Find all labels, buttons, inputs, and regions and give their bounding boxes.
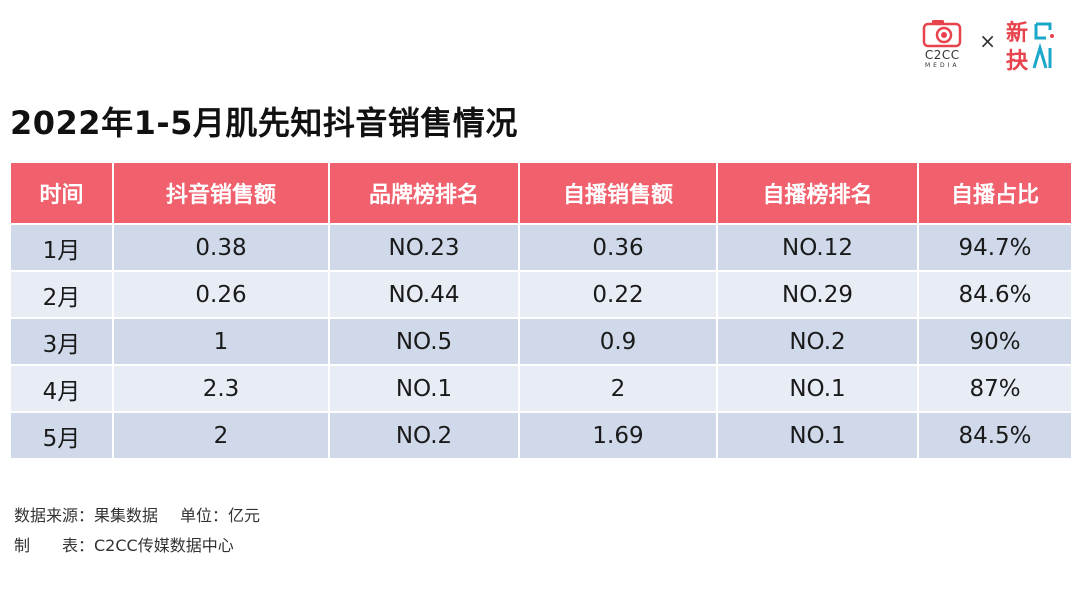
collab-times-sign: ×: [979, 29, 996, 53]
table-cell: 2: [112, 411, 330, 460]
footer-notes: 数据来源：果集数据 单位：亿元 制 表：C2CC传媒数据中心: [14, 501, 260, 561]
page-title: 2022年1-5月肌先知抖音销售情况: [10, 104, 518, 142]
header-cell-time: 时间: [9, 161, 114, 225]
table-cell: NO.5: [328, 317, 520, 366]
table-cell: 87%: [917, 364, 1073, 413]
table-cell: NO.2: [716, 317, 919, 366]
table-row: 1月 0.38 NO.23 0.36 NO.12 94.7%: [9, 223, 1073, 272]
table-cell: 4月: [9, 364, 114, 413]
table-cell: 0.22: [518, 270, 718, 319]
sales-table: 时间 抖音销售额 品牌榜排名 自播销售额 自播榜排名 自播占比 1月 0.38 …: [9, 161, 1073, 460]
table-cell: 0.26: [112, 270, 330, 319]
table-cell: 2: [518, 364, 718, 413]
table-cell: NO.12: [716, 223, 919, 272]
table-cell: 3月: [9, 317, 114, 366]
maker-note: 制 表：C2CC传媒数据中心: [14, 536, 234, 555]
table-cell: 1月: [9, 223, 114, 272]
table-cell: 2月: [9, 270, 114, 319]
header-cell-self-broadcast-rank: 自播榜排名: [716, 161, 919, 225]
table-cell: 94.7%: [917, 223, 1073, 272]
table-cell: 0.38: [112, 223, 330, 272]
table-cell: 1.69: [518, 411, 718, 460]
table-cell: NO.1: [716, 411, 919, 460]
table-cell: 5月: [9, 411, 114, 460]
table-cell: NO.23: [328, 223, 520, 272]
sales-table-container: 时间 抖音销售额 品牌榜排名 自播销售额 自播榜排名 自播占比 1月 0.38 …: [9, 161, 1073, 460]
xinkuai-logo-char-1: 新: [1006, 20, 1028, 46]
xinkuai-logo: 新 抉: [1006, 20, 1054, 72]
header-cell-brand-rank: 品牌榜排名: [328, 161, 520, 225]
table-cell: NO.1: [328, 364, 520, 413]
header-cell-self-broadcast-ratio: 自播占比: [917, 161, 1073, 225]
c2cc-logo-text: C2CC: [924, 48, 960, 62]
table-cell: 84.6%: [917, 270, 1073, 319]
table-cell: 1: [112, 317, 330, 366]
table-row: 3月 1 NO.5 0.9 NO.2 90%: [9, 317, 1073, 366]
table-row: 4月 2.3 NO.1 2 NO.1 87%: [9, 364, 1073, 413]
header-cell-self-broadcast-sales: 自播销售额: [518, 161, 718, 225]
camera-icon: [922, 20, 962, 48]
table-cell: NO.2: [328, 411, 520, 460]
logo-group: C2CC MEDIA × 新 抉: [915, 16, 1058, 72]
table-cell: 0.9: [518, 317, 718, 366]
table-cell: 0.36: [518, 223, 718, 272]
table-cell: 90%: [917, 317, 1073, 366]
header-cell-douyin-sales: 抖音销售额: [112, 161, 330, 225]
data-source-note: 数据来源：果集数据: [14, 506, 159, 525]
table-row: 5月 2 NO.2 1.69 NO.1 84.5%: [9, 411, 1073, 460]
c2cc-logo-subtext: MEDIA: [925, 62, 960, 69]
table-cell: 84.5%: [917, 411, 1073, 460]
table-row: 2月 0.26 NO.44 0.22 NO.29 84.6%: [9, 270, 1073, 319]
xinkuai-logo-char-2: 抉: [1006, 49, 1029, 72]
table-cell: NO.44: [328, 270, 520, 319]
unit-note: 单位：亿元: [180, 506, 261, 525]
table-cell: NO.29: [716, 270, 919, 319]
table-header-row: 时间 抖音销售额 品牌榜排名 自播销售额 自播榜排名 自播占比: [9, 161, 1073, 225]
table-cell: NO.1: [716, 364, 919, 413]
c2cc-media-logo: C2CC MEDIA: [915, 18, 969, 70]
table-cell: 2.3: [112, 364, 330, 413]
source-line: 数据来源：果集数据 单位：亿元: [14, 501, 260, 531]
